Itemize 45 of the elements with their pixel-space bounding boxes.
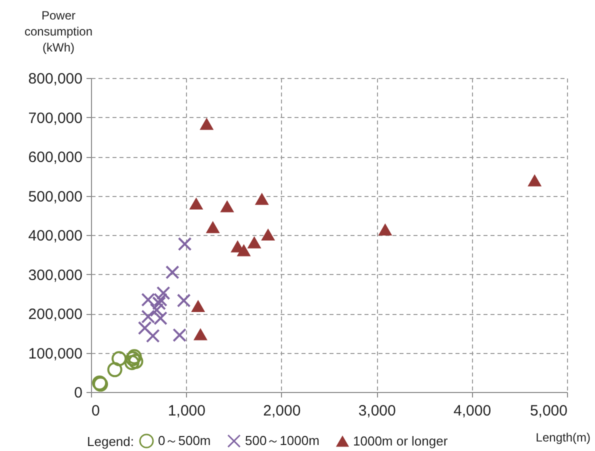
point <box>206 222 220 234</box>
point <box>138 321 152 335</box>
y-axis-title: Power consumption (kWh) <box>24 8 93 54</box>
y-tick-label: 100,000 <box>28 345 82 362</box>
point <box>528 175 541 186</box>
x-tick-label: 0 <box>92 402 100 420</box>
point <box>156 286 170 300</box>
x-tick-label: 5,000 <box>530 402 568 420</box>
point <box>200 118 213 130</box>
point <box>248 237 261 248</box>
point <box>124 355 140 370</box>
y-tick-label: 300,000 <box>28 266 82 284</box>
point <box>262 229 274 241</box>
legend-label: 500～1000m <box>245 433 320 448</box>
point <box>238 245 250 256</box>
point <box>256 194 268 205</box>
legend-title: Legend: <box>87 434 134 449</box>
y-tick-label: 0 <box>74 384 82 402</box>
point <box>178 237 192 251</box>
y-tick-label: 800,000 <box>28 70 82 88</box>
y-tick-label: 700,000 <box>28 110 82 127</box>
point <box>172 328 186 342</box>
point <box>190 198 202 210</box>
point <box>378 224 392 236</box>
legend-label: 0～500m <box>158 432 211 448</box>
y-tick-label: 200,000 <box>28 306 82 323</box>
y-tick-label: 500,000 <box>28 188 82 206</box>
point <box>165 265 180 280</box>
x-tick-label: 4,000 <box>454 402 492 420</box>
point <box>194 329 207 340</box>
point <box>112 351 127 366</box>
point <box>107 362 122 378</box>
y-tick-label: 400,000 <box>28 228 82 244</box>
point <box>192 300 204 312</box>
point <box>176 294 191 308</box>
y-tick-label: 600,000 <box>28 149 82 166</box>
point <box>128 354 144 369</box>
point <box>150 303 164 317</box>
x-tick-label: 3,000 <box>358 402 396 420</box>
legend-label: 1000m or longer <box>353 433 448 448</box>
x-tick-label: 2,000 <box>263 402 301 420</box>
point <box>220 201 234 212</box>
x-axis-title: Length(m) <box>536 430 590 444</box>
x-tick-label: 1,000 <box>168 402 206 420</box>
point <box>146 328 160 343</box>
